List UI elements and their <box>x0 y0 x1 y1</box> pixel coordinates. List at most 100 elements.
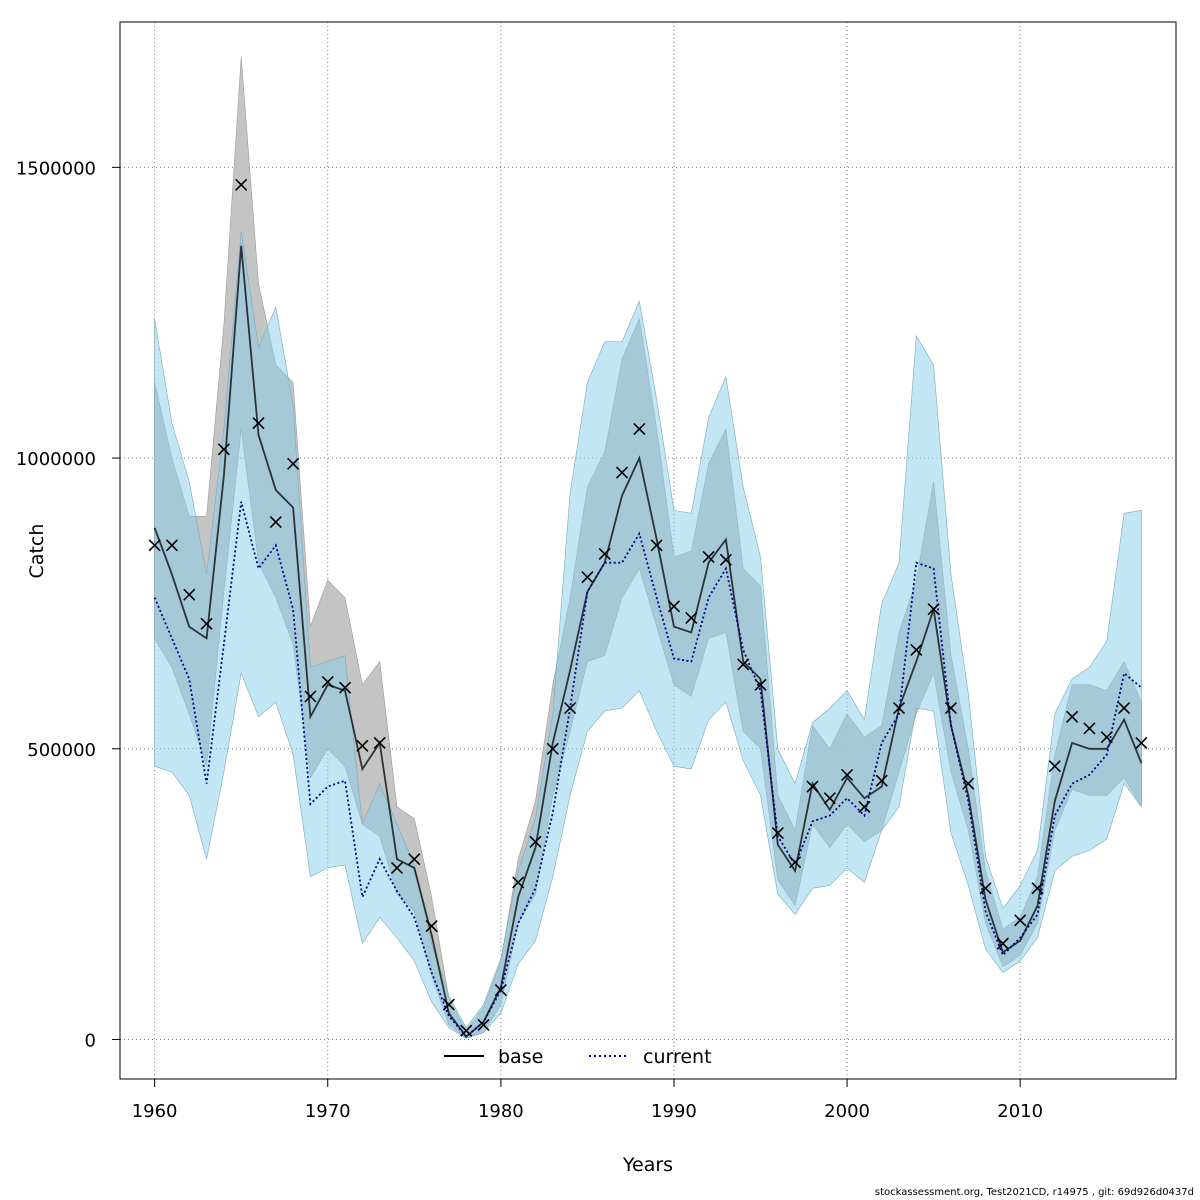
observed-point <box>442 998 455 1011</box>
y-tick-label: 1500000 <box>16 158 96 179</box>
series-lines <box>153 245 1143 1038</box>
y-tick-label: 0 <box>85 1030 96 1051</box>
observed-mark-stroke <box>1135 736 1148 750</box>
observed-point <box>217 443 230 456</box>
observed-point <box>789 856 802 869</box>
observed-point <box>650 539 663 552</box>
footer-credit: stockassessment.org, Test2021CD, r14975 … <box>874 1187 1194 1198</box>
observed-point <box>477 1018 490 1031</box>
observed-point <box>200 617 213 630</box>
observed-point <box>875 774 888 787</box>
observed-mark-stroke <box>1083 722 1096 735</box>
observed-point <box>1083 722 1096 735</box>
observed-mark-stroke <box>1100 731 1113 744</box>
observed-point <box>1117 701 1131 715</box>
observed-mark-stroke <box>719 553 732 566</box>
observed-point <box>494 983 507 997</box>
observed-mark-stroke <box>321 675 334 688</box>
observed-mark-stroke <box>962 777 975 790</box>
observed-point <box>148 539 161 552</box>
observed-point <box>1100 731 1113 744</box>
observed-mark-stroke <box>1014 914 1027 927</box>
observed-mark-stroke <box>841 768 854 781</box>
observed-mark-stroke <box>390 861 404 875</box>
observed-mark-stroke <box>598 547 611 561</box>
observed-mark-stroke <box>1117 701 1131 715</box>
legend: base current <box>444 1046 712 1068</box>
y-tick-label: 500000 <box>27 740 96 761</box>
observed-mark-stroke <box>910 643 923 656</box>
legend-base-label: base <box>498 1046 543 1068</box>
observed-point <box>702 550 715 563</box>
observed-mark-stroke <box>650 539 663 552</box>
observed-mark-stroke <box>806 780 819 793</box>
observed-mark-stroke <box>979 882 992 895</box>
observed-point <box>564 701 577 715</box>
observed-point <box>304 690 317 703</box>
observed-point <box>321 675 334 688</box>
observed-mark-stroke <box>1031 882 1044 895</box>
observed-point <box>529 835 542 848</box>
observed-mark-stroke <box>633 422 646 436</box>
observed-point <box>356 739 369 752</box>
observed-point <box>183 588 196 601</box>
observed-mark-stroke <box>789 856 802 869</box>
observed-point <box>927 603 940 616</box>
observed-point <box>667 600 681 613</box>
observed-point <box>806 780 819 793</box>
observed-mark-stroke <box>737 658 750 671</box>
observed-point <box>685 611 698 625</box>
x-tick-label: 2000 <box>824 1101 870 1122</box>
x-tick-label: 1990 <box>651 1101 697 1122</box>
observed-point <box>287 457 300 470</box>
observed-mark-stroke <box>165 539 179 552</box>
observed-point <box>615 466 629 479</box>
observed-point <box>633 422 646 436</box>
observed-mark-stroke <box>477 1018 490 1031</box>
observed-mark-stroke <box>702 550 715 563</box>
observed-mark-stroke <box>927 603 940 616</box>
observed-point <box>1031 882 1044 895</box>
observed-mark-stroke <box>408 853 421 866</box>
legend-current-label: current <box>643 1046 712 1068</box>
observed-mark-stroke <box>1048 760 1061 773</box>
observed-mark-stroke <box>425 920 438 933</box>
observed-point <box>841 768 854 781</box>
observed-mark-stroke <box>235 178 248 191</box>
observed-mark-stroke <box>546 742 559 755</box>
observed-mark-stroke <box>529 835 542 848</box>
observed-mark-stroke <box>823 792 836 805</box>
observed-point <box>373 736 386 750</box>
x-tick-label: 1970 <box>305 1101 351 1122</box>
observed-point <box>858 800 871 813</box>
observed-mark-stroke <box>148 539 161 552</box>
x-tick-label: 1960 <box>132 1101 178 1122</box>
y-axis: 0 500000 1000000 1500000 <box>16 158 120 1051</box>
observed-point <box>996 937 1009 950</box>
observed-mark-stroke <box>892 701 906 715</box>
observed-point <box>546 742 559 755</box>
observed-point <box>771 826 784 840</box>
observed-mark-stroke <box>875 774 888 787</box>
observed-mark-stroke <box>581 571 594 584</box>
observed-mark-stroke <box>1066 710 1079 723</box>
observed-point <box>1048 760 1061 773</box>
observed-mark-stroke <box>564 701 577 715</box>
y-tick-label: 1000000 <box>16 449 96 470</box>
observed-point <box>719 553 732 566</box>
observed-mark-stroke <box>494 983 507 997</box>
x-tick-label: 1980 <box>478 1101 524 1122</box>
observed-mark-stroke <box>442 998 455 1011</box>
observed-point <box>581 571 594 584</box>
observed-mark-stroke <box>460 1024 473 1037</box>
y-axis-title: Catch <box>26 524 48 579</box>
observed-mark-stroke <box>944 701 958 715</box>
observed-point <box>1066 710 1079 723</box>
observed-mark-stroke <box>338 681 352 694</box>
observed-point <box>165 539 179 552</box>
observed-mark-stroke <box>287 457 300 470</box>
plot-frame <box>119 21 1177 1080</box>
observed-point <box>979 882 992 895</box>
observed-point <box>460 1024 473 1037</box>
